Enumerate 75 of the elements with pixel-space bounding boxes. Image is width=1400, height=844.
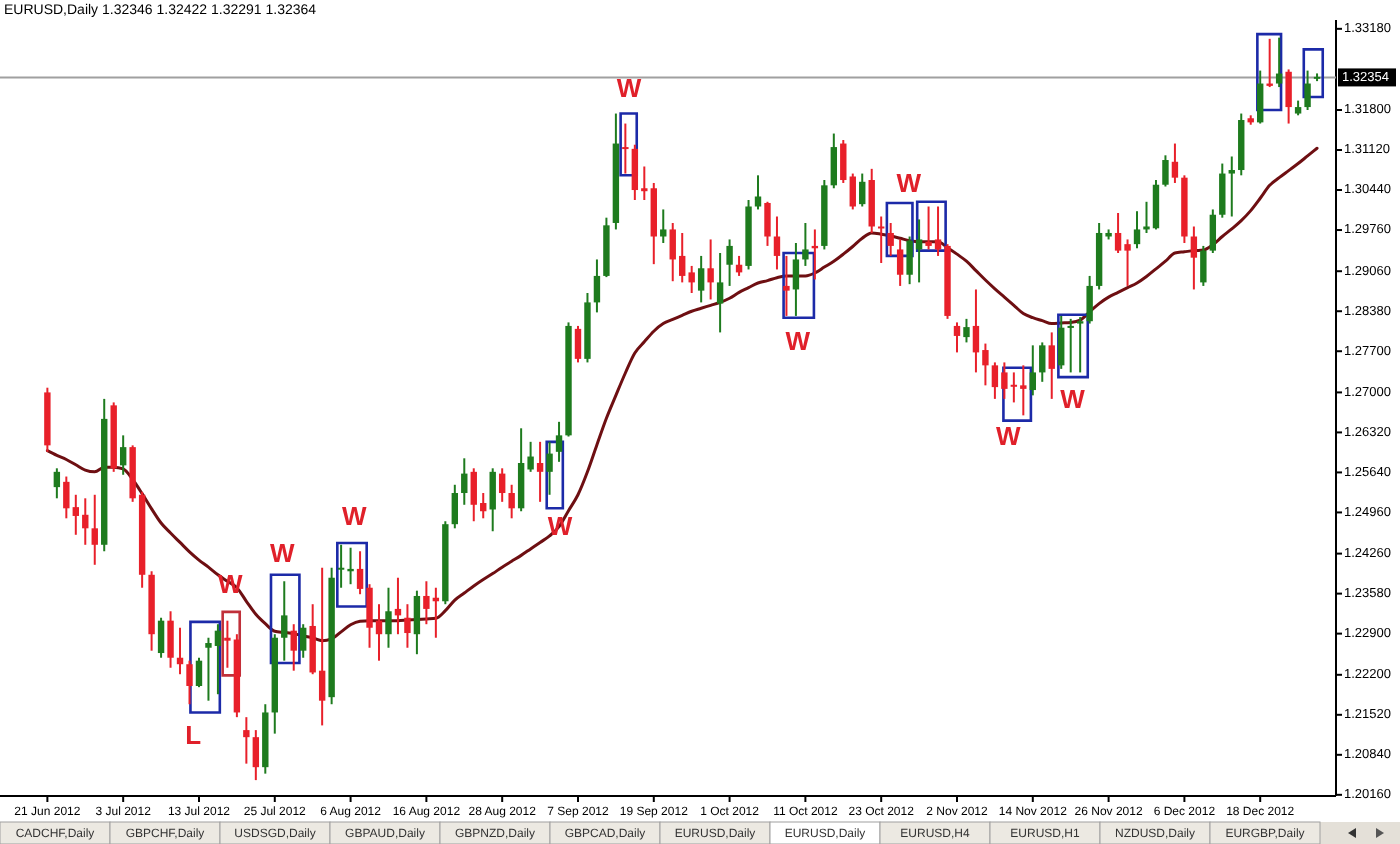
candlestick — [1048, 331, 1055, 400]
candlestick — [773, 215, 781, 271]
candlestick — [1266, 37, 1273, 89]
candlestick — [877, 215, 885, 264]
candlestick — [404, 603, 411, 649]
candlestick — [868, 167, 875, 234]
candlestick — [281, 580, 288, 662]
candlestick — [1067, 317, 1074, 374]
candlestick — [1076, 316, 1084, 374]
candlestick — [754, 174, 762, 211]
candlestick — [1228, 155, 1235, 218]
candlestick — [574, 324, 582, 364]
candlestick — [1190, 225, 1198, 291]
candlestick — [157, 616, 165, 659]
candlestick — [830, 132, 838, 190]
candlestick — [1133, 210, 1141, 250]
candlestick — [716, 251, 724, 334]
candlestick — [451, 483, 459, 530]
candlestick — [53, 467, 61, 500]
candlestick — [859, 172, 866, 208]
annotation: W — [1060, 383, 1087, 414]
candlestick — [887, 221, 894, 257]
annotation: W — [616, 73, 643, 104]
annotation: W — [270, 537, 297, 568]
candlestick — [792, 241, 800, 317]
candlestick — [1285, 68, 1292, 125]
annotation: W — [896, 167, 923, 198]
candlestick — [252, 729, 260, 782]
candlestick — [1029, 344, 1036, 397]
candlestick — [1209, 208, 1217, 254]
candlestick — [849, 172, 856, 211]
candlestick — [1257, 69, 1264, 125]
candlestick — [489, 467, 496, 533]
candlestick — [1200, 244, 1207, 287]
candlestick — [660, 208, 667, 244]
candlestick — [963, 317, 970, 344]
candlestick — [461, 457, 468, 506]
candlestick — [764, 200, 771, 247]
candlestick — [1275, 36, 1283, 89]
candlestick — [697, 254, 705, 304]
candlestick — [300, 623, 307, 659]
candlestick — [1219, 162, 1226, 219]
annotation: W — [342, 501, 369, 532]
candlestick — [1171, 142, 1179, 184]
candlestick — [953, 321, 961, 354]
candlestick — [195, 656, 203, 689]
candlestick — [546, 440, 553, 496]
candlestick — [385, 586, 392, 649]
candlestick — [707, 238, 714, 301]
candlestick — [896, 238, 904, 287]
candlestick — [555, 420, 563, 463]
candlestick — [508, 483, 515, 520]
candlestick — [802, 221, 809, 267]
candlestick — [1162, 154, 1169, 188]
candlestick — [1039, 341, 1046, 383]
candlestick — [840, 139, 847, 184]
candlestick — [1086, 274, 1093, 325]
candlestick — [593, 258, 601, 314]
candlestick — [243, 716, 250, 765]
candlestick — [186, 659, 193, 706]
candlestick — [726, 238, 733, 287]
candlestick — [119, 434, 127, 476]
candlestick — [536, 440, 544, 503]
candlestick — [622, 122, 629, 175]
candlestick — [1304, 69, 1311, 112]
annotation: W — [995, 421, 1022, 452]
candlestick — [91, 493, 98, 566]
candlestick — [1058, 314, 1065, 370]
candlestick — [290, 623, 297, 672]
candlestick — [783, 254, 790, 317]
candlestick — [413, 589, 421, 656]
candlestick — [167, 610, 174, 669]
annotation: L — [185, 720, 202, 751]
candlestick — [498, 467, 506, 503]
annotation: W — [785, 326, 812, 357]
